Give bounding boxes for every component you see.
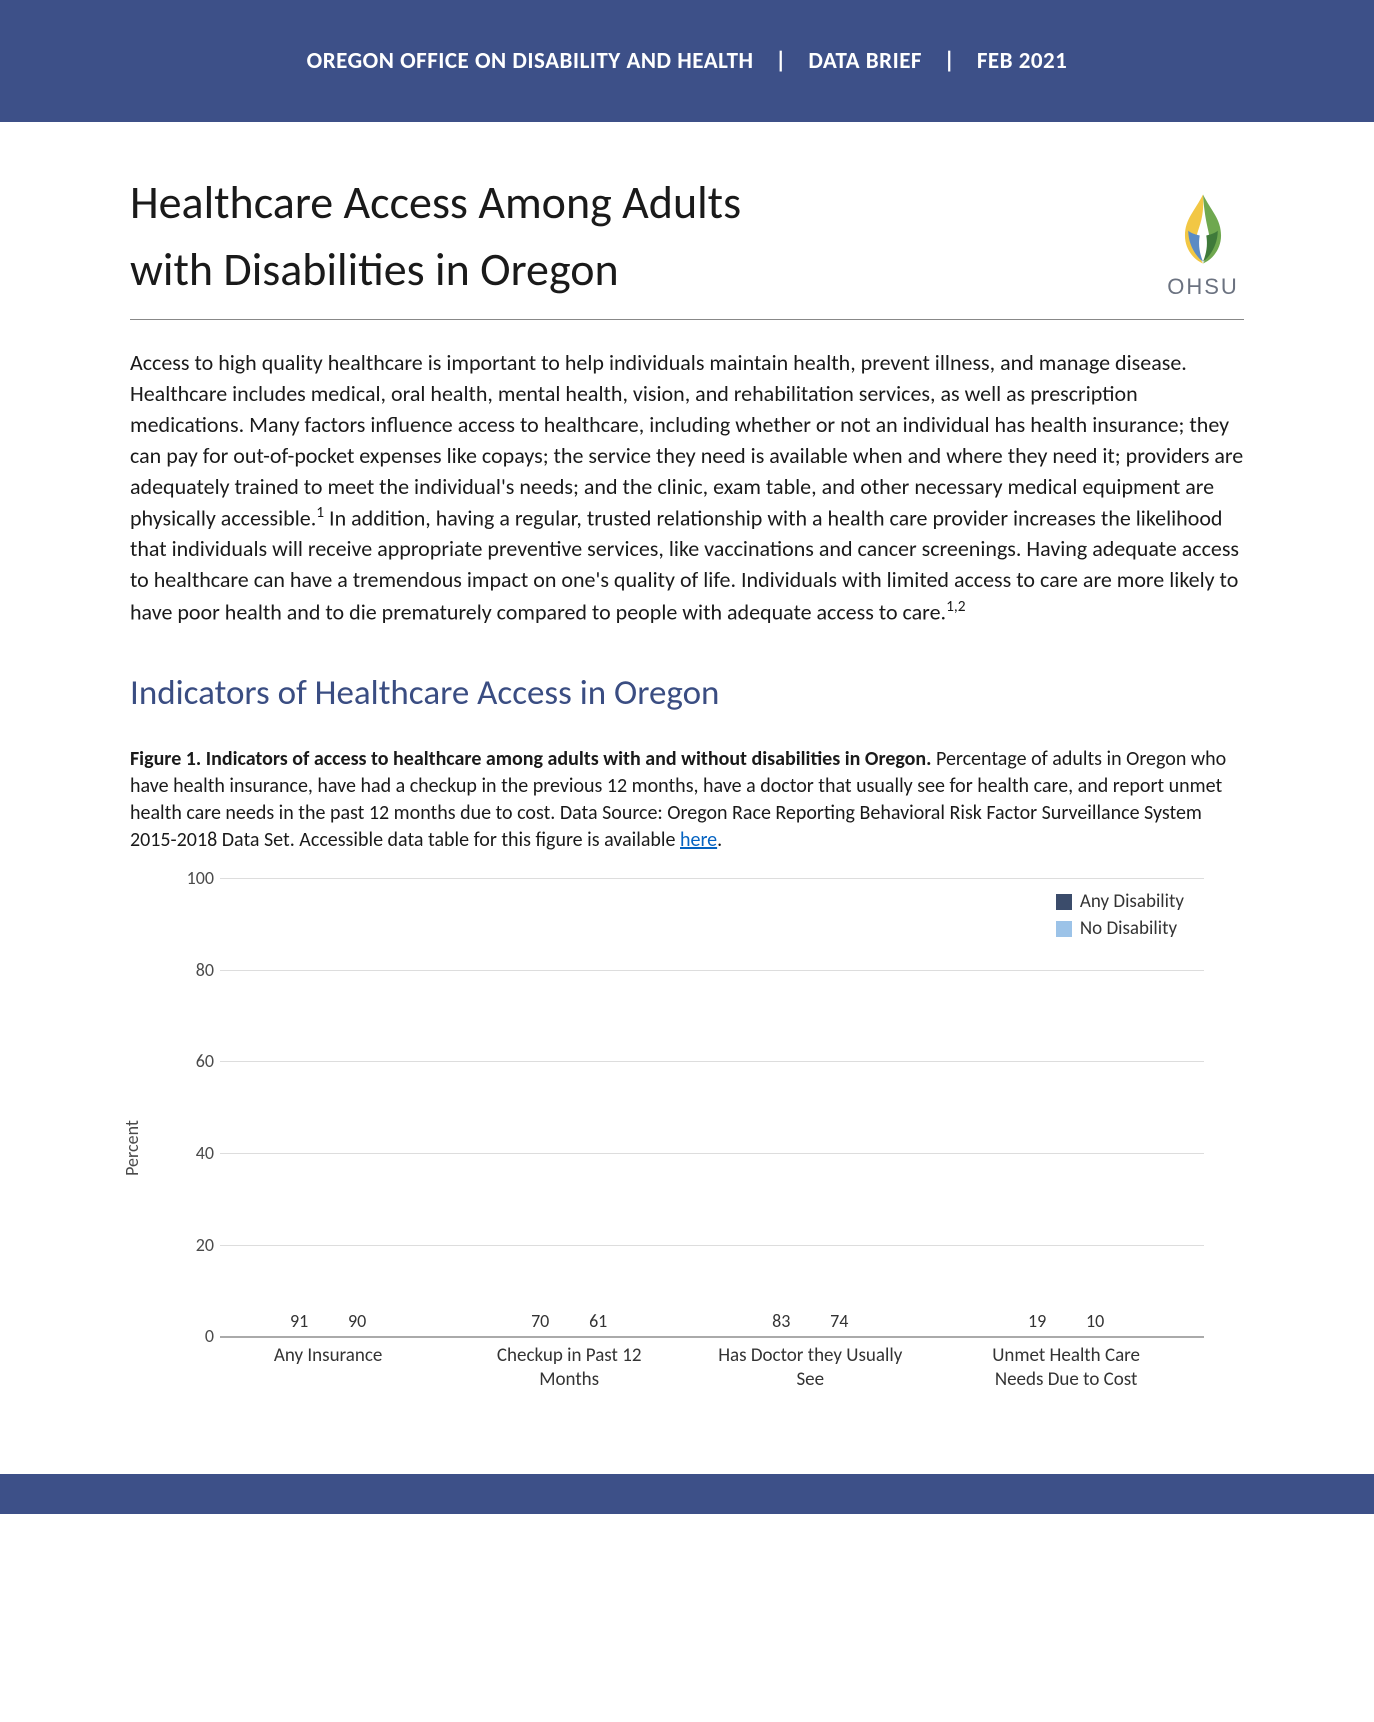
header-sep1: | (775, 47, 786, 75)
chart-plot-area: Any Disability No Disability 02040608010… (220, 878, 1204, 1338)
figure-caption-period: . (717, 828, 722, 852)
ohsu-logo-text: OHSU (1167, 274, 1239, 300)
bar-value-label: 90 (348, 1310, 366, 1332)
x-axis-label: Has Doctor they Usually See (710, 1344, 910, 1392)
legend-label-any-disability: Any Disability (1080, 890, 1184, 913)
figure1-chart: Percent Any Disability No Disability 020… (150, 878, 1204, 1418)
ohsu-logo: OHSU (1162, 188, 1244, 300)
footer-bar (0, 1474, 1374, 1514)
y-tick-label: 20 (174, 1234, 214, 1256)
title-row: Healthcare Access Among Adults with Disa… (130, 170, 1244, 303)
bar-value-label: 10 (1086, 1310, 1104, 1332)
y-axis-label: Percent (121, 1120, 143, 1176)
y-tick-label: 0 (174, 1325, 214, 1347)
grid-line (220, 1153, 1204, 1154)
legend-row-any-disability: Any Disability (1056, 890, 1184, 913)
intro-sup2: 1,2 (946, 597, 965, 616)
y-tick-label: 80 (174, 959, 214, 981)
header-bar: OREGON OFFICE ON DISABILITY AND HEALTH |… (0, 0, 1374, 122)
header-type: DATA BRIEF (808, 47, 922, 75)
chart-legend: Any Disability No Disability (1056, 890, 1184, 944)
page-title: Healthcare Access Among Adults with Disa… (130, 170, 741, 303)
legend-swatch-any-disability (1056, 894, 1072, 910)
y-tick-label: 60 (174, 1050, 214, 1072)
bar-value-label: 70 (531, 1310, 549, 1332)
y-tick-label: 100 (174, 867, 214, 889)
intro-paragraph: Access to high quality healthcare is imp… (130, 348, 1244, 628)
bar-value-label: 83 (772, 1310, 790, 1332)
figure-data-link[interactable]: here (680, 828, 717, 852)
header-org: OREGON OFFICE ON DISABILITY AND HEALTH (307, 47, 754, 75)
bar-value-label: 19 (1028, 1310, 1046, 1332)
bar-value-label: 74 (830, 1310, 848, 1332)
title-line1: Healthcare Access Among Adults (130, 175, 741, 231)
content: Healthcare Access Among Adults with Disa… (0, 122, 1374, 1418)
grid-line (220, 1061, 1204, 1062)
title-line2: with Disabilities in Oregon (130, 242, 619, 298)
header-sep2: | (944, 47, 955, 75)
bar-value-label: 61 (589, 1310, 607, 1332)
header-date: FEB 2021 (977, 47, 1068, 75)
ohsu-flame-icon (1162, 188, 1244, 270)
title-rule (130, 319, 1244, 320)
grid-line (220, 878, 1204, 879)
x-axis-label: Unmet Health Care Needs Due to Cost (966, 1344, 1166, 1392)
legend-swatch-no-disability (1056, 921, 1072, 937)
legend-row-no-disability: No Disability (1056, 917, 1184, 940)
x-axis-label: Any Insurance (228, 1344, 428, 1368)
header-text: OREGON OFFICE ON DISABILITY AND HEALTH |… (307, 47, 1068, 75)
grid-line (220, 1245, 1204, 1246)
section-heading: Indicators of Healthcare Access in Orego… (130, 672, 1244, 714)
figure-caption: Figure 1. Indicators of access to health… (130, 746, 1244, 854)
figure-caption-bold: Figure 1. Indicators of access to health… (130, 747, 932, 771)
grid-line (220, 970, 1204, 971)
y-tick-label: 40 (174, 1142, 214, 1164)
bar-value-label: 91 (290, 1310, 308, 1332)
x-axis-label: Checkup in Past 12 Months (469, 1344, 669, 1392)
legend-label-no-disability: No Disability (1080, 917, 1177, 940)
intro-sup1: 1 (316, 503, 324, 522)
